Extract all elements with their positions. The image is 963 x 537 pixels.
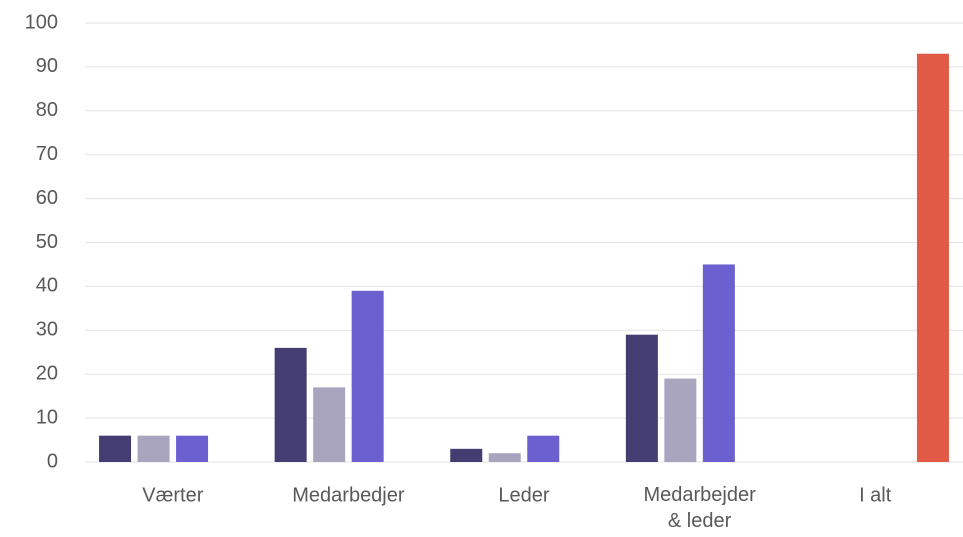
y-tick-label: 30: [36, 319, 58, 341]
bar: [702, 264, 735, 462]
bar: [450, 448, 483, 462]
y-tick-label: 20: [36, 362, 58, 384]
y-tick-label: 50: [36, 231, 58, 253]
x-tick-label: Værter: [142, 484, 203, 506]
y-tick-label: 10: [36, 406, 58, 428]
bar: [176, 435, 209, 462]
bar: [488, 453, 521, 462]
y-tick-label: 100: [25, 11, 58, 33]
y-tick-label: 40: [36, 275, 58, 297]
x-tick-label: Leder: [498, 484, 549, 506]
bar: [351, 290, 384, 462]
bar: [625, 334, 658, 462]
y-tick-label: 70: [36, 143, 58, 165]
y-tick-label: 80: [36, 99, 58, 121]
bar: [313, 387, 346, 462]
x-tick-label: Medarbedjer: [292, 484, 405, 506]
bar: [664, 378, 697, 462]
y-tick-label: 0: [47, 450, 58, 472]
x-tick-label: Medarbejder & leder: [643, 484, 756, 532]
bar: [916, 53, 949, 462]
bar: [99, 435, 132, 462]
x-tick-label: I alt: [859, 484, 892, 506]
y-tick-label: 90: [36, 55, 58, 77]
y-tick-label: 60: [36, 187, 58, 209]
bar: [274, 347, 307, 462]
bar: [527, 435, 560, 462]
bar: [137, 435, 170, 462]
